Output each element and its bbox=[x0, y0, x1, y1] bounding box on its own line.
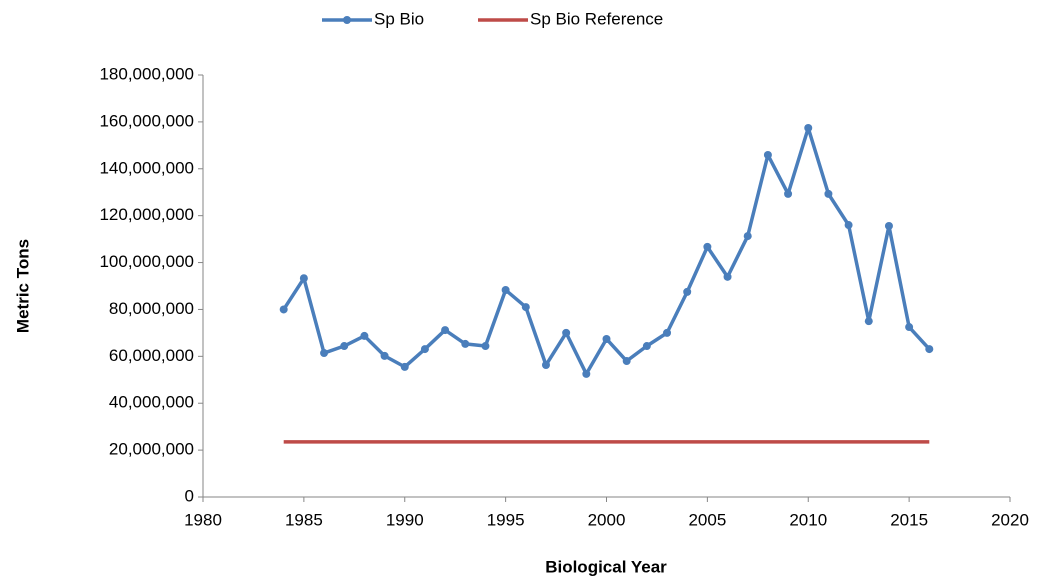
point bbox=[905, 323, 914, 332]
point bbox=[844, 221, 853, 230]
y-axis-title: Metric Tons bbox=[13, 239, 32, 333]
point bbox=[380, 351, 389, 360]
point bbox=[340, 342, 349, 351]
point bbox=[521, 303, 530, 312]
point bbox=[683, 287, 692, 296]
point bbox=[864, 317, 873, 326]
point bbox=[299, 274, 308, 283]
point bbox=[562, 328, 571, 337]
y-tick-label: 100,000,000 bbox=[99, 252, 194, 271]
x-tick-label: 1985 bbox=[285, 510, 323, 529]
y-tick-label: 0 bbox=[185, 486, 194, 505]
point bbox=[642, 342, 651, 351]
x-axis-title: Biological Year bbox=[545, 557, 667, 576]
x-tick-label: 1980 bbox=[184, 510, 222, 529]
x-tick-label: 2000 bbox=[588, 510, 626, 529]
point bbox=[582, 369, 591, 378]
x-tick-label: 1990 bbox=[386, 510, 424, 529]
point bbox=[320, 349, 329, 358]
point bbox=[441, 326, 450, 335]
point bbox=[763, 150, 772, 159]
point bbox=[360, 331, 369, 340]
point bbox=[279, 305, 288, 314]
point bbox=[804, 123, 813, 132]
point bbox=[824, 189, 833, 198]
y-tick-label: 40,000,000 bbox=[109, 393, 194, 412]
point bbox=[602, 334, 611, 343]
y-tick-label: 160,000,000 bbox=[99, 111, 194, 130]
y-tick-label: 80,000,000 bbox=[109, 299, 194, 318]
point bbox=[925, 345, 934, 354]
x-tick-label: 1995 bbox=[487, 510, 525, 529]
legend-label: Sp Bio Reference bbox=[530, 9, 663, 28]
point bbox=[743, 232, 752, 241]
y-tick-label: 60,000,000 bbox=[109, 346, 194, 365]
x-tick-label: 2005 bbox=[688, 510, 726, 529]
legend-label: Sp Bio bbox=[374, 9, 424, 28]
point bbox=[481, 342, 490, 351]
point bbox=[461, 339, 470, 348]
point bbox=[784, 189, 793, 198]
legend-marker bbox=[343, 16, 351, 24]
point bbox=[501, 285, 510, 294]
point bbox=[663, 328, 672, 337]
x-tick-label: 2015 bbox=[890, 510, 928, 529]
x-tick-label: 2020 bbox=[991, 510, 1029, 529]
point bbox=[723, 272, 732, 281]
y-tick-label: 140,000,000 bbox=[99, 158, 194, 177]
point bbox=[703, 242, 712, 251]
x-tick-label: 2010 bbox=[789, 510, 827, 529]
point bbox=[884, 221, 893, 230]
y-tick-label: 120,000,000 bbox=[99, 205, 194, 224]
y-tick-label: 20,000,000 bbox=[109, 440, 194, 459]
point bbox=[400, 362, 409, 371]
point bbox=[622, 357, 631, 366]
point bbox=[541, 361, 550, 370]
point bbox=[420, 345, 429, 354]
y-tick-label: 180,000,000 bbox=[99, 64, 194, 83]
